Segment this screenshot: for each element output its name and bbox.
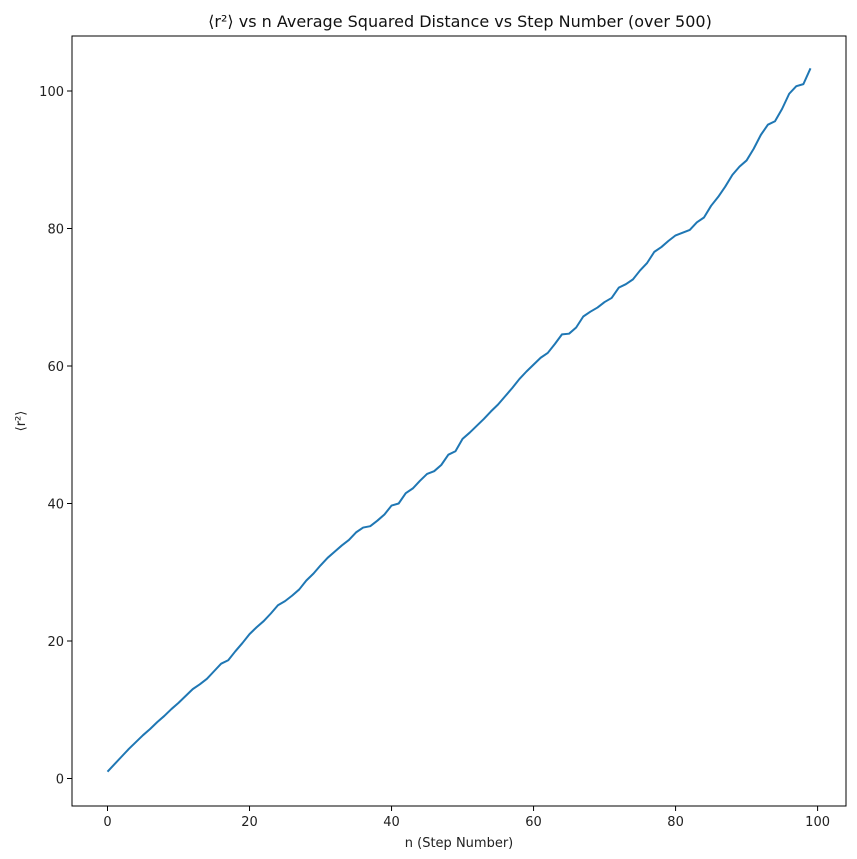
series-line — [106, 67, 812, 773]
x-tick-label: 60 — [525, 815, 542, 830]
x-tick-label: 40 — [383, 815, 400, 830]
x-axis: 0 20 40 60 80 100 — [103, 806, 830, 830]
x-tick-label: 20 — [241, 815, 258, 830]
x-tick-label: 0 — [103, 815, 111, 830]
y-tick-label: 40 — [47, 498, 64, 513]
y-tick-label: 20 — [47, 635, 64, 650]
plot-area-frame — [71, 35, 847, 807]
chart-title: ⟨r²⟩ vs n Average Squared Distance vs St… — [208, 12, 712, 31]
x-axis-label: n (Step Number) — [405, 836, 513, 851]
series-group — [106, 67, 812, 773]
y-tick-label: 100 — [39, 85, 64, 100]
y-tick-label: 60 — [47, 360, 64, 375]
y-axis-label: ⟨r²⟩ — [14, 411, 29, 432]
x-tick-label: 80 — [667, 815, 684, 830]
x-tick-label: 100 — [805, 815, 830, 830]
y-tick-label: 0 — [56, 773, 64, 788]
y-axis: 0 20 40 60 80 100 — [39, 85, 72, 788]
y-tick-label: 80 — [47, 223, 64, 238]
